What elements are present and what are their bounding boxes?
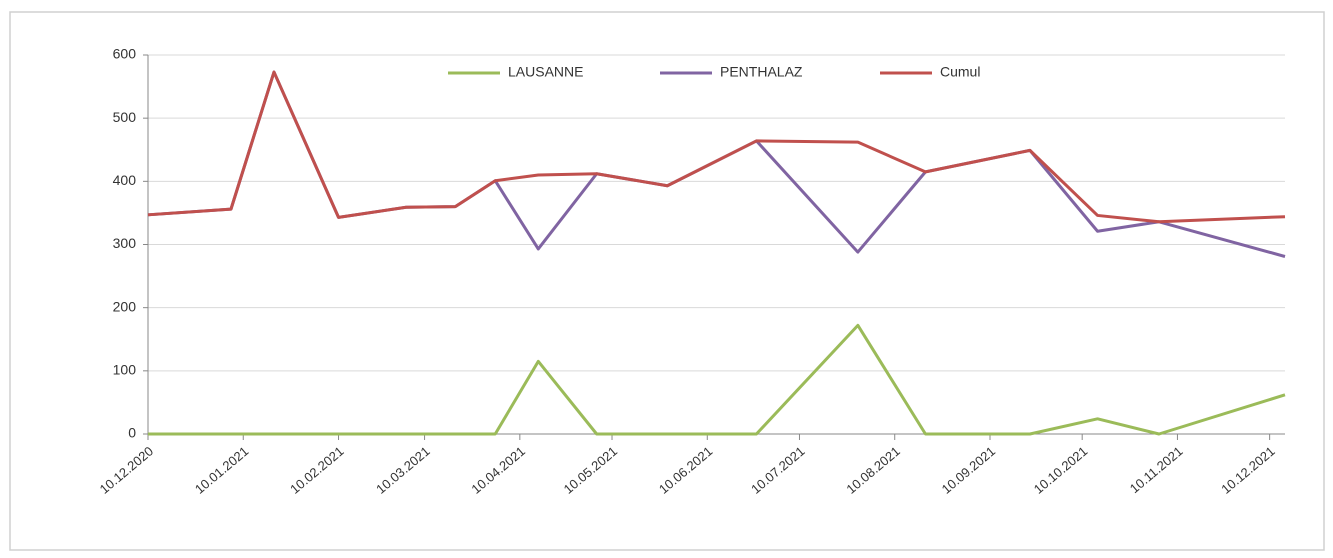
y-tick-label: 0 <box>128 425 136 441</box>
y-tick-label: 400 <box>113 172 137 188</box>
y-tick-label: 300 <box>113 235 137 251</box>
y-tick-label: 200 <box>113 298 137 314</box>
series-line <box>148 323 1286 436</box>
y-tick-label: 600 <box>113 46 137 62</box>
legend-label: Cumul <box>940 64 980 80</box>
y-tick-label: 100 <box>113 362 137 378</box>
chart-frame <box>9 11 1325 551</box>
legend-label: PENTHALAZ <box>720 64 803 80</box>
series-line <box>147 70 1286 224</box>
legend-label: LAUSANNE <box>508 64 583 80</box>
y-tick-label: 500 <box>113 109 137 125</box>
